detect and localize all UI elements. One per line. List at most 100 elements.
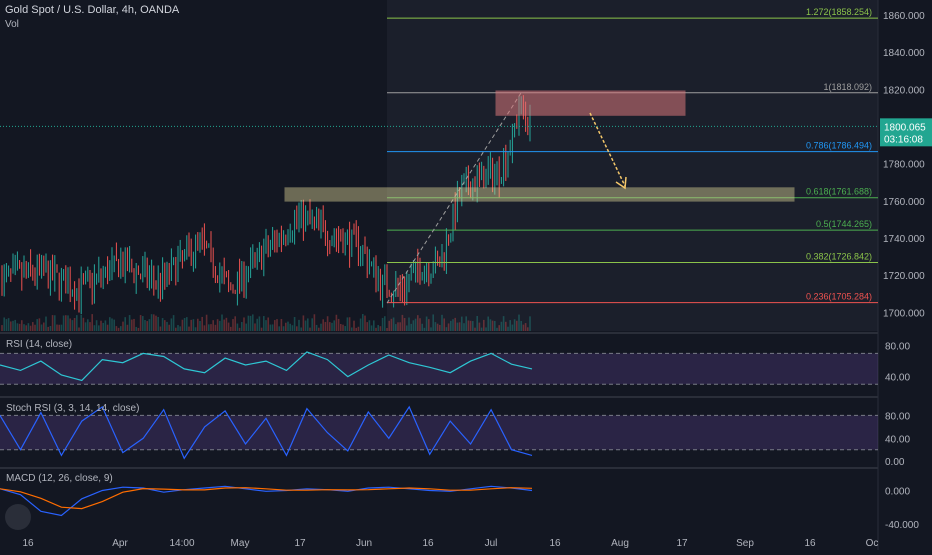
volume-bar — [527, 327, 529, 331]
volume-bar — [362, 314, 364, 331]
macd-label: MACD (12, 26, close, 9) — [6, 473, 113, 484]
volume-bar — [5, 319, 8, 331]
volume-bar — [280, 318, 283, 331]
volume-bar — [14, 319, 16, 331]
volume-bar — [509, 320, 511, 331]
volume-bar — [513, 319, 516, 331]
volume-bar — [23, 324, 25, 331]
volume-bar — [421, 323, 423, 331]
volume-bar — [157, 316, 159, 331]
volume-bar — [478, 322, 481, 331]
volume-bar — [216, 319, 219, 331]
stoch-band — [0, 415, 878, 450]
volume-bar — [267, 317, 269, 331]
volume-bar — [498, 325, 500, 331]
volume-bar — [364, 315, 366, 331]
volume-bar — [197, 318, 199, 331]
stoch-rsi-label: Stoch RSI (3, 3, 14, 14, close) — [6, 403, 140, 414]
volume-bar — [7, 318, 10, 331]
volume-bar — [49, 325, 52, 331]
volume-bar — [346, 317, 349, 331]
volume-bar — [212, 320, 214, 331]
volume-bar — [443, 318, 445, 331]
volume-bar — [491, 320, 494, 331]
volume-bar — [307, 318, 309, 331]
volume-bar — [69, 318, 71, 331]
volume-bar — [131, 319, 133, 331]
y-tick-label: 1860.000 — [883, 11, 925, 22]
stoch-line — [0, 405, 533, 460]
macd-line — [0, 485, 533, 517]
volume-bar — [12, 320, 14, 331]
volume-bar — [183, 317, 186, 331]
volume-bar — [436, 323, 439, 331]
volume-bar — [230, 326, 232, 331]
volume-bar — [293, 317, 296, 331]
volume-bar — [144, 319, 146, 331]
volume-bar — [120, 326, 122, 331]
volume-bar — [254, 323, 256, 331]
chart-title: Gold Spot / U.S. Dollar, 4h, OANDA — [5, 4, 180, 16]
fib-level-label: 0.236(1705.284) — [806, 292, 872, 302]
volume-bar — [117, 327, 120, 331]
volume-bar — [390, 318, 393, 331]
volume-bar — [337, 318, 340, 331]
volume-bar — [1, 325, 3, 331]
volume-bar — [344, 326, 346, 331]
volume-bar — [395, 324, 397, 331]
y-tick-label: 1820.000 — [883, 85, 925, 96]
volume-bar — [18, 323, 21, 331]
macd-tick-label: 0.000 — [885, 487, 910, 498]
volume-bar — [104, 320, 107, 331]
tradingview-logo-icon[interactable] — [5, 504, 31, 530]
volume-bar — [392, 317, 395, 331]
volume-bar — [190, 319, 192, 331]
volume-bar — [164, 320, 166, 331]
x-tick-label: Oc — [866, 538, 879, 549]
volume-bar — [258, 316, 261, 331]
volume-bar — [456, 322, 459, 331]
volume-bar — [276, 319, 278, 331]
volume-bar — [485, 327, 487, 331]
volume-label: Vol — [5, 19, 19, 30]
volume-bar — [170, 318, 173, 331]
x-tick-label: May — [231, 538, 250, 549]
volume-bar — [410, 323, 412, 331]
volume-bar — [67, 315, 69, 331]
volume-bar — [467, 320, 470, 331]
x-tick-label: 16 — [22, 538, 34, 549]
volume-bar — [300, 327, 302, 331]
volume-bar — [186, 317, 188, 331]
volume-bar — [172, 315, 175, 331]
volume-bar — [142, 316, 144, 331]
volume-bar — [298, 319, 300, 331]
volume-bar — [159, 326, 162, 331]
volume-bar — [480, 327, 483, 331]
volume-bar — [36, 319, 38, 331]
y-tick-label: 1740.000 — [883, 234, 925, 245]
stoch-tick-label: 80.00 — [885, 411, 910, 422]
volume-bar — [25, 325, 27, 331]
volume-bar — [355, 327, 357, 331]
volume-bar — [524, 323, 527, 331]
volume-bar — [188, 326, 190, 331]
volume-bar — [51, 315, 54, 331]
volume-bar — [505, 321, 507, 331]
volume-bar — [126, 324, 129, 331]
volume-bar — [417, 315, 419, 331]
volume-bar — [487, 316, 489, 331]
x-tick-label: Jun — [356, 538, 372, 549]
volume-bar — [91, 314, 93, 331]
volume-bar — [223, 319, 225, 331]
volume-bar — [128, 315, 131, 331]
volume-bar — [203, 325, 206, 331]
volume-bar — [342, 324, 344, 331]
projection-arrowhead — [615, 176, 627, 190]
volume-bar — [483, 319, 485, 331]
volume-bar — [146, 321, 148, 331]
volume-bar — [450, 320, 452, 331]
volume-bar — [351, 327, 353, 331]
volume-bar — [175, 327, 177, 331]
volume-bar — [148, 319, 151, 331]
